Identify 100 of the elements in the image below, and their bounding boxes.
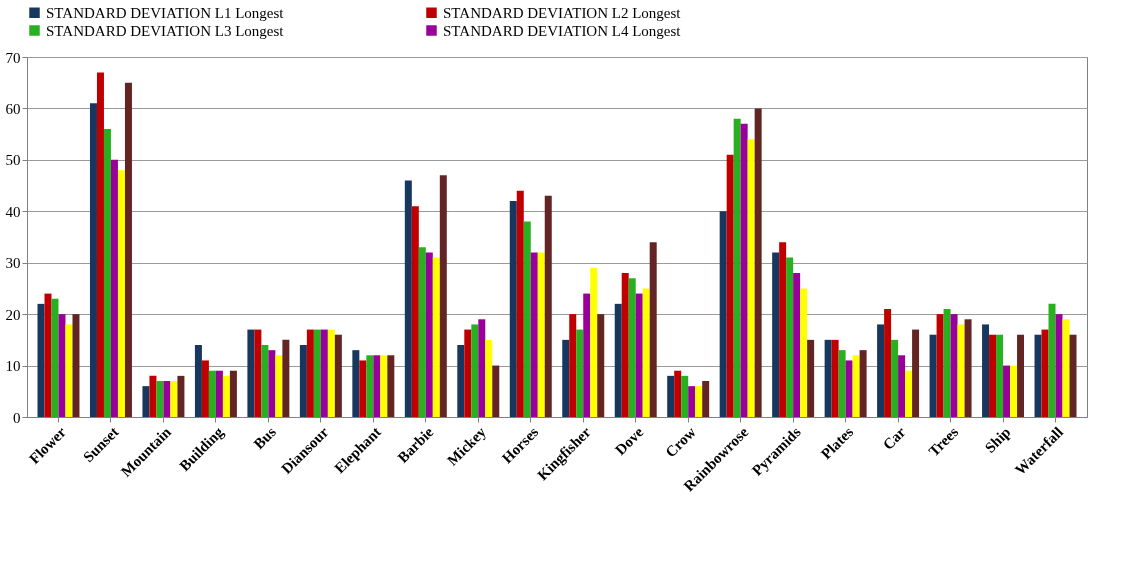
bar bbox=[404, 180, 412, 417]
bar bbox=[950, 314, 958, 417]
y-tick-label: 50 bbox=[5, 152, 21, 169]
bar bbox=[170, 381, 178, 417]
bar bbox=[1062, 319, 1070, 417]
bar bbox=[1041, 329, 1049, 417]
bar bbox=[229, 370, 237, 417]
bar bbox=[824, 339, 832, 417]
bar bbox=[478, 319, 486, 417]
bar bbox=[247, 329, 255, 417]
legend-label: STANDARD DEVIATION L1 Longest bbox=[46, 4, 285, 21]
bar bbox=[380, 355, 388, 417]
bar bbox=[695, 386, 703, 417]
bar bbox=[957, 324, 965, 417]
bar bbox=[754, 108, 762, 417]
bar bbox=[702, 381, 710, 417]
y-tick-label: 70 bbox=[5, 49, 21, 66]
bar bbox=[793, 273, 801, 417]
bar bbox=[359, 360, 367, 417]
bar bbox=[306, 329, 314, 417]
bar bbox=[103, 129, 111, 417]
bar bbox=[373, 355, 381, 417]
bar bbox=[576, 329, 584, 417]
bar bbox=[688, 386, 696, 417]
bar bbox=[740, 123, 748, 417]
bar bbox=[898, 355, 906, 417]
bar bbox=[831, 339, 839, 417]
bar bbox=[509, 201, 517, 417]
bar bbox=[838, 350, 846, 417]
bar bbox=[733, 118, 741, 417]
bar bbox=[65, 324, 73, 417]
bar bbox=[614, 303, 622, 417]
bar bbox=[492, 365, 500, 417]
bar bbox=[649, 242, 657, 417]
bar bbox=[282, 339, 290, 417]
bar bbox=[569, 314, 577, 417]
bar bbox=[149, 375, 157, 417]
bar bbox=[905, 370, 913, 417]
bar bbox=[964, 319, 972, 417]
y-tick-label: 20 bbox=[5, 306, 21, 323]
bar bbox=[562, 339, 570, 417]
bar bbox=[261, 345, 269, 417]
bar bbox=[334, 334, 342, 417]
bar bbox=[674, 370, 682, 417]
bar bbox=[457, 345, 465, 417]
x-tick-label: Ship bbox=[981, 423, 1014, 456]
bar bbox=[96, 72, 104, 417]
bar bbox=[943, 309, 951, 417]
bar bbox=[1055, 314, 1063, 417]
bar bbox=[1010, 365, 1018, 417]
bar bbox=[439, 175, 447, 417]
bar bbox=[320, 329, 328, 417]
bar bbox=[163, 381, 171, 417]
bar bbox=[807, 339, 815, 417]
bar bbox=[1048, 303, 1056, 417]
bar bbox=[726, 154, 734, 417]
bar bbox=[530, 252, 538, 417]
bar bbox=[215, 370, 223, 417]
legend-label: STANDARD DEVIATION L3 Longest bbox=[46, 22, 285, 39]
bar bbox=[222, 375, 230, 417]
bar bbox=[800, 288, 808, 417]
bar bbox=[194, 345, 202, 417]
bar bbox=[117, 170, 125, 417]
bar bbox=[852, 355, 860, 417]
y-tick-label: 0 bbox=[13, 409, 21, 426]
bar bbox=[936, 314, 944, 417]
bar bbox=[254, 329, 262, 417]
bar bbox=[537, 252, 545, 417]
bar bbox=[58, 314, 66, 417]
bar bbox=[366, 355, 374, 417]
bar bbox=[275, 355, 283, 417]
bar bbox=[667, 375, 675, 417]
bar bbox=[1034, 334, 1042, 417]
bar bbox=[142, 386, 150, 417]
y-tick-label: 30 bbox=[5, 255, 21, 272]
bar bbox=[516, 190, 524, 417]
bar bbox=[471, 324, 479, 417]
bar bbox=[628, 278, 636, 417]
bar bbox=[425, 252, 433, 417]
bar bbox=[268, 350, 276, 417]
bar bbox=[299, 345, 307, 417]
bar bbox=[642, 288, 650, 417]
bar bbox=[996, 334, 1004, 417]
bar bbox=[110, 159, 118, 417]
bar bbox=[597, 314, 605, 417]
bar bbox=[544, 195, 552, 417]
legend-label: STANDARD DEVIATION L4 Longest bbox=[443, 22, 682, 39]
bar bbox=[912, 329, 920, 417]
bar bbox=[177, 375, 185, 417]
bar bbox=[387, 355, 395, 417]
bar bbox=[89, 103, 97, 417]
bar bbox=[635, 293, 643, 417]
y-tick-label: 10 bbox=[5, 358, 21, 375]
bar bbox=[124, 82, 132, 417]
bar bbox=[485, 339, 493, 417]
bar bbox=[989, 334, 997, 417]
bar bbox=[859, 350, 867, 417]
bar bbox=[621, 273, 629, 417]
bar bbox=[464, 329, 472, 417]
bar bbox=[156, 381, 164, 417]
